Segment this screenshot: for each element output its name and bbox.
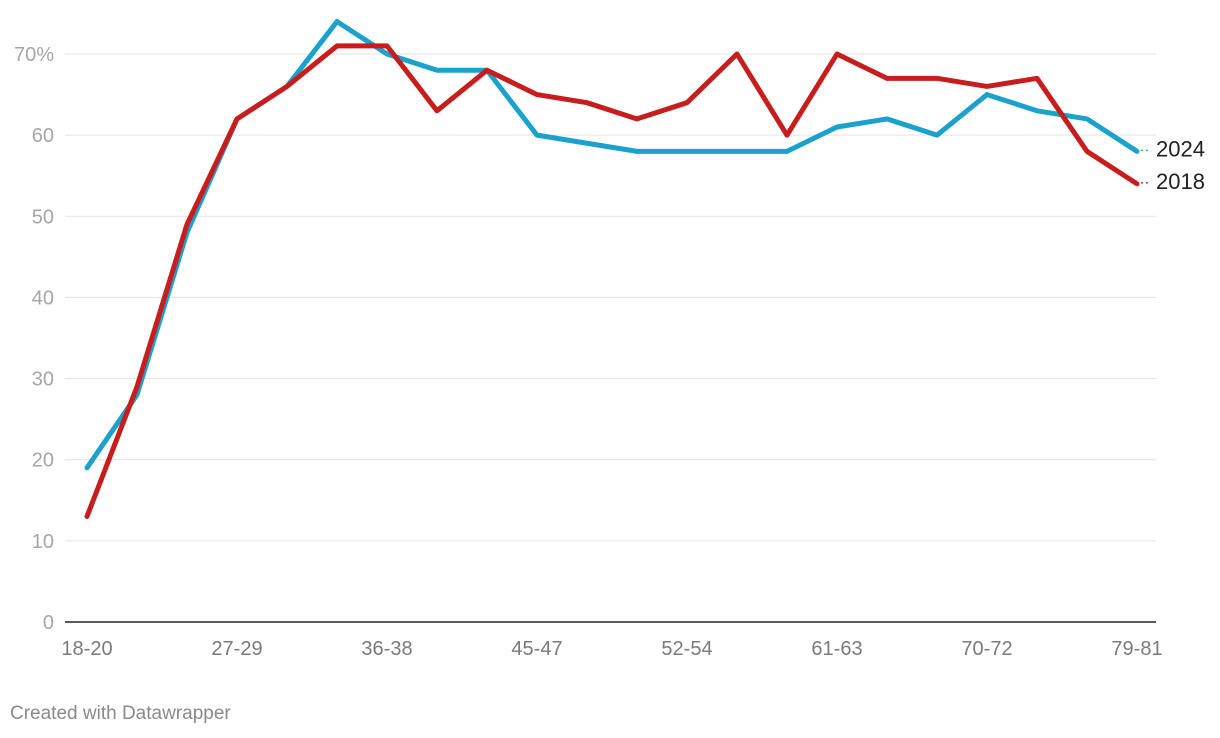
x-tick-label: 52-54 (661, 638, 712, 660)
series-label-2018: 2018 (1156, 169, 1205, 194)
credit-text: Created with Datawrapper (10, 703, 231, 724)
y-tick-label: 70% (14, 44, 54, 66)
y-axis-ticks: 0 10 20 30 40 50 60 70% (14, 44, 54, 634)
x-tick-label: 45-47 (511, 638, 562, 660)
series-label-2024: 2024 (1156, 136, 1205, 161)
x-tick-label: 27-29 (211, 638, 262, 660)
series-line-2018 (84, 43, 1140, 520)
x-tick-label: 61-63 (811, 638, 862, 660)
y-tick-label: 30 (32, 369, 54, 391)
x-tick-label: 70-72 (961, 638, 1012, 660)
y-tick-label: 0 (43, 612, 54, 634)
gridlines (65, 53, 1156, 623)
series-line-2024 (84, 19, 1140, 471)
y-tick-label: 10 (32, 531, 54, 553)
y-tick-label: 40 (32, 287, 54, 309)
x-tick-label: 36-38 (361, 638, 412, 660)
x-tick-label: 18-20 (61, 638, 112, 660)
series-lines (84, 19, 1140, 520)
series-end-labels: 2024 2018 (1141, 136, 1205, 194)
line-chart: 0 10 20 30 40 50 60 70% 18-20 27-29 36-38 45-47 52-… (14, 19, 1205, 660)
y-tick-label: 60 (32, 125, 54, 147)
y-tick-label: 50 (32, 206, 54, 228)
y-tick-label: 20 (32, 450, 54, 472)
x-tick-label: 79-81 (1111, 638, 1162, 660)
x-axis-ticks: 18-20 27-29 36-38 45-47 52-54 61-63 70-72 79-81 (61, 638, 1162, 660)
